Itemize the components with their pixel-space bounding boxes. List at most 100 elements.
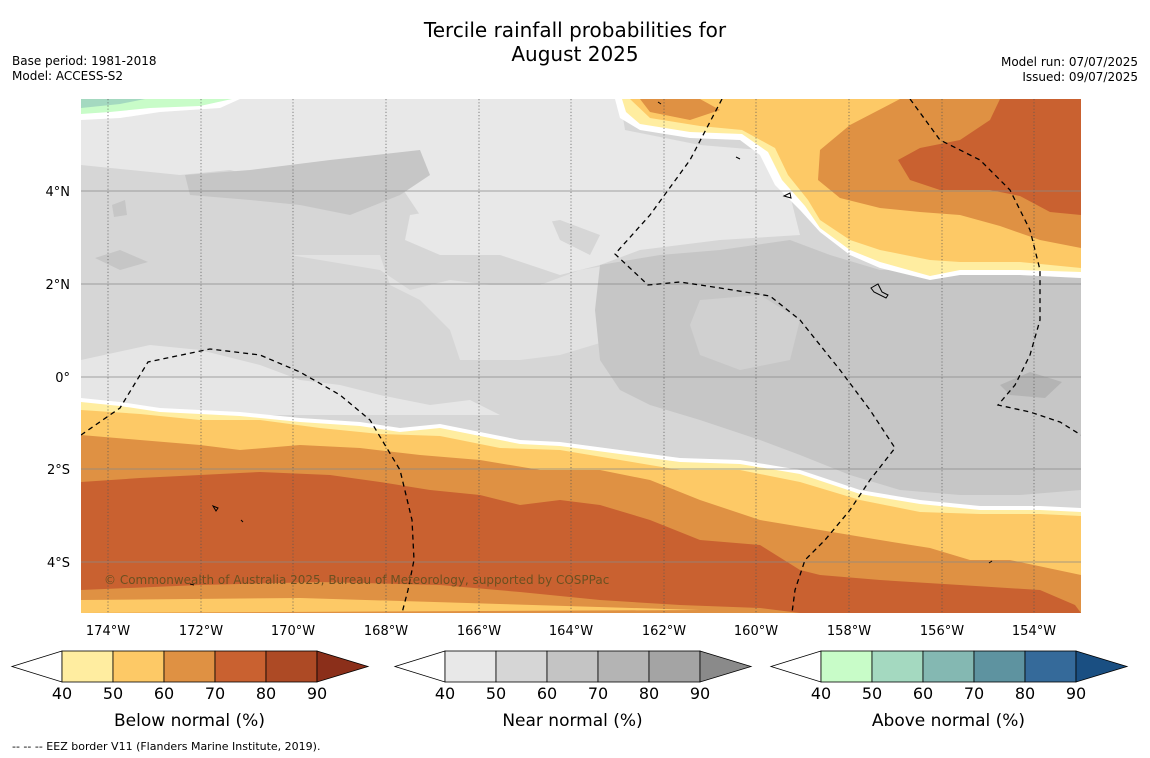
colorbar-1-tick-70: 70 (588, 684, 608, 703)
above-normal-50 (81, 99, 145, 108)
lon-label-154w: 154°W (1012, 624, 1056, 639)
island-1 (870, 283, 889, 299)
colorbar-1-tick-60: 60 (537, 684, 557, 703)
grey-patch-dark (1000, 372, 1062, 398)
island-5 (735, 156, 741, 160)
lon-label-160w: 160°W (734, 624, 778, 639)
lon-labels: 174°W 172°W 170°W 168°W 166°W 164°W 162°… (86, 624, 1056, 639)
lat-label-4s: 4°S (47, 556, 70, 571)
light-grey-area-south (81, 345, 500, 415)
colorbar-0-left-extension (10, 650, 63, 683)
grey-patch-2 (95, 250, 148, 270)
island-3 (211, 504, 219, 512)
colorbar-0-tick-40: 40 (52, 684, 72, 703)
colorbar-1-box-2 (546, 650, 599, 683)
island-6 (240, 519, 244, 523)
colorbar-1-box-3 (597, 650, 650, 683)
light-grey-area-north (81, 99, 800, 275)
colorbar-0-tick-80: 80 (256, 684, 276, 703)
colorbar-1-left-extension (393, 650, 446, 683)
colorbar-0-box-2 (163, 650, 216, 683)
colorbar-0-label: Below normal (%) (114, 711, 265, 731)
lat-labels: 4°N 2°N 0° 2°S 4°S (46, 185, 71, 571)
eez-border-center (614, 99, 896, 613)
island-7 (189, 583, 195, 586)
colorbar-1-right-extension (699, 650, 753, 683)
colorbar-2-label: Above normal (%) (872, 711, 1025, 731)
colorbar-0-box-3 (214, 650, 267, 683)
colorbar-1-box-0 (444, 650, 497, 683)
meta-left: Base period: 1981-2018 Model: ACCESS-S2 (12, 54, 157, 84)
model-text: Model: ACCESS-S2 (12, 69, 124, 83)
lat-label-2n: 2°N (46, 278, 71, 293)
colorbar-2-tick-70: 70 (964, 684, 984, 703)
islands (189, 101, 993, 586)
colorbar-0-box-4 (265, 650, 318, 683)
colorbar-2-box-2 (922, 650, 975, 683)
meta-right: Model run: 07/07/2025 Issued: 09/07/2025 (1001, 55, 1138, 85)
colorbar-2-tick-40: 40 (811, 684, 831, 703)
colorbar-1-tick-40: 40 (435, 684, 455, 703)
colorbar-2-right-extension (1075, 650, 1129, 683)
colorbar-2-left-extension (769, 650, 822, 683)
lon-label-170w: 170°W (271, 624, 315, 639)
lon-label-172w: 172°W (179, 624, 223, 639)
colorbar-0-tick-90: 90 (307, 684, 327, 703)
grey-patch-3 (112, 200, 127, 217)
eez-footnote: -- -- -- EEZ border V11 (Flanders Marine… (12, 740, 321, 753)
colorbar-2-box-3 (973, 650, 1026, 683)
colorbar-1-tick-50: 50 (486, 684, 506, 703)
colorbar-0-tick-50: 50 (103, 684, 123, 703)
graticule (81, 99, 1081, 613)
colorbar-0-right-extension (316, 650, 370, 683)
lon-label-174w: 174°W (86, 624, 130, 639)
colorbar-1-box-4 (648, 650, 701, 683)
lon-label-166w: 166°W (457, 624, 501, 639)
eez-border-west (81, 348, 415, 613)
grey-patch-1 (185, 150, 430, 215)
colorbar-near-normal: 40 50 60 70 80 90 Near normal (%) (393, 650, 753, 731)
colorbar-above-normal: 40 50 60 70 80 90 Above normal (%) (769, 650, 1129, 731)
lon-label-156w: 156°W (920, 624, 964, 639)
chart-title: Tercile rainfall probabilities for Augus… (0, 18, 1150, 66)
colorbar-0-box-1 (112, 650, 165, 683)
colorbar-2-tick-80: 80 (1015, 684, 1035, 703)
lon-label-162w: 162°W (642, 624, 686, 639)
eez-borders (81, 99, 1081, 613)
colorbar-2-tick-90: 90 (1066, 684, 1086, 703)
below-normal-ne-70 (898, 99, 1081, 215)
colorbar-2-tick-60: 60 (913, 684, 933, 703)
title-line-2: August 2025 (511, 42, 639, 66)
colorbar-0-tick-70: 70 (205, 684, 225, 703)
colorbar-1-tick-90: 90 (690, 684, 710, 703)
model-run-text: Model run: 07/07/2025 (1000, 55, 1138, 69)
lat-label-4n: 4°N (46, 185, 71, 200)
lat-label-2s: 2°S (47, 463, 70, 478)
colorbar-below-normal: 40 50 60 70 80 90 Below normal (%) (10, 650, 370, 731)
colorbar-2-tick-50: 50 (862, 684, 882, 703)
lon-label-158w: 158°W (827, 624, 871, 639)
base-period-text: Base period: 1981-2018 (12, 54, 157, 68)
eez-border-east (909, 99, 1081, 436)
title-line-1: Tercile rainfall probabilities for (423, 18, 727, 42)
issued-text: Issued: 09/07/2025 (1022, 70, 1138, 84)
colorbar-1-box-1 (495, 650, 548, 683)
copyright-text: © Commonwealth of Australia 2025, Bureau… (104, 573, 609, 587)
colorbar-0-box-0 (61, 650, 114, 683)
colorbar-1-tick-80: 80 (639, 684, 659, 703)
island-4 (657, 101, 662, 105)
below-normal-50-edge (81, 598, 700, 613)
map-field: © Commonwealth of Australia 2025, Bureau… (81, 99, 1081, 613)
lon-label-168w: 168°W (364, 624, 408, 639)
colorbar-2-box-4 (1024, 650, 1077, 683)
colorbar-2-box-1 (871, 650, 924, 683)
grey-patch-inner (690, 295, 800, 370)
colorbar-0-tick-60: 60 (154, 684, 174, 703)
colorbar-2-box-0 (820, 650, 873, 683)
lat-label-0: 0° (55, 371, 70, 386)
island-8 (988, 560, 993, 564)
below-normal-70-south (81, 472, 1081, 613)
below-normal-ne-60b (640, 99, 720, 120)
lon-label-164w: 164°W (549, 624, 593, 639)
